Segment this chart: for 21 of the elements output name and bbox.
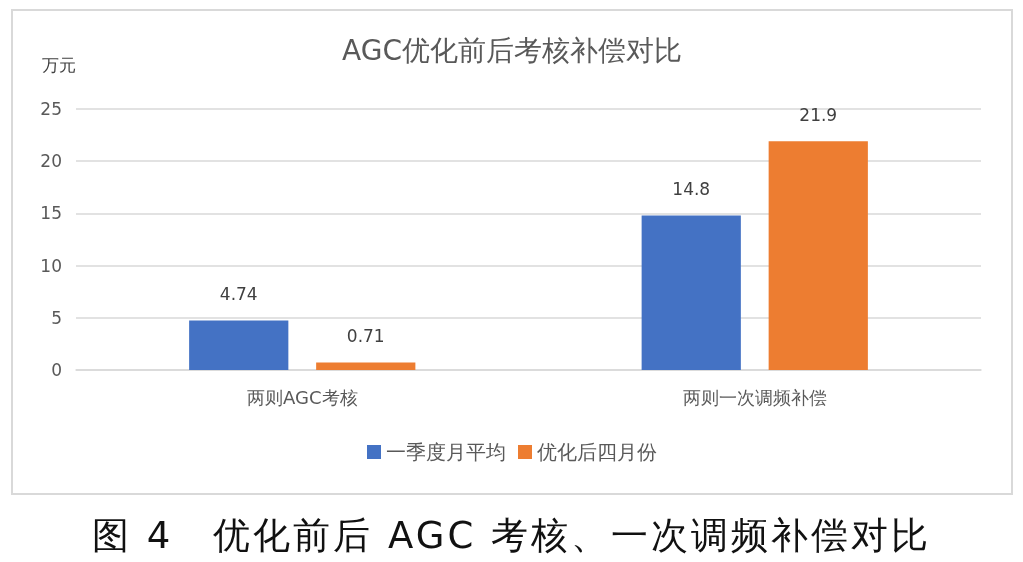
y-tick-label: 15 xyxy=(40,203,62,224)
data-label: 0.71 xyxy=(346,326,385,347)
caption: 图 4 优化前后 AGC 考核、一次调频补偿对比 xyxy=(91,514,932,559)
y-axis-title: 万元 xyxy=(42,54,76,75)
bar xyxy=(316,362,416,370)
data-label: 14.8 xyxy=(672,178,711,199)
data-label: 4.74 xyxy=(219,284,258,305)
y-tick-label: 5 xyxy=(51,307,62,328)
chart-title: AGC优化前后考核补偿对比 xyxy=(342,33,682,67)
legend-label: 优化后四月份 xyxy=(537,440,657,464)
legend-label: 一季度月平均 xyxy=(386,440,506,464)
y-tick-label: 10 xyxy=(40,255,62,276)
bar xyxy=(189,320,289,370)
bar xyxy=(641,215,741,370)
y-tick-label: 20 xyxy=(40,151,62,172)
data-label: 21.9 xyxy=(799,104,838,125)
y-tick-label: 25 xyxy=(40,99,62,119)
bar xyxy=(768,141,868,370)
x-tick-label: 两则一次调频补偿 xyxy=(682,386,827,408)
x-tick-label: 两则AGC考核 xyxy=(246,386,358,408)
y-tick-label: 0 xyxy=(51,360,62,380)
